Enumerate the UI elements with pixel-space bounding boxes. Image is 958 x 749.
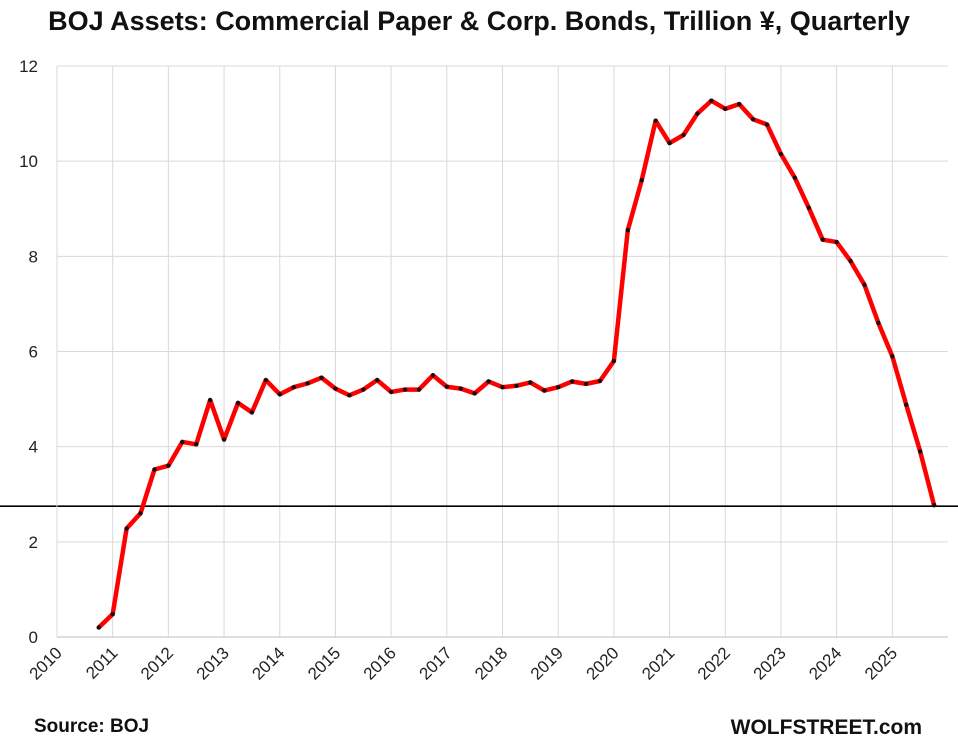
x-tick-label-2024: 2024 <box>805 643 845 683</box>
data-point-0-30 <box>514 383 519 388</box>
data-point-0-35 <box>583 381 589 387</box>
data-point-0-57 <box>890 354 895 359</box>
y-tick-label-2: 2 <box>29 533 38 552</box>
x-tick-label-2025: 2025 <box>861 643 901 683</box>
x-tick-label-2014: 2014 <box>248 643 288 683</box>
x-tick-label-2010: 2010 <box>26 643 66 683</box>
data-point-0-18 <box>347 393 352 398</box>
data-point-0-11 <box>249 410 255 415</box>
data-point-0-1 <box>110 611 115 617</box>
data-point-0-40 <box>653 118 658 123</box>
data-point-0-24 <box>430 373 436 378</box>
y-tick-label-0: 0 <box>29 628 38 647</box>
data-point-0-45 <box>723 106 728 112</box>
chart-title: BOJ Assets: Commercial Paper & Corp. Bon… <box>48 6 910 36</box>
data-point-0-51 <box>806 205 811 210</box>
y-tick-label-12: 12 <box>19 57 38 76</box>
data-point-0-46 <box>736 101 742 107</box>
data-point-0-12 <box>263 377 269 383</box>
data-point-0-58 <box>904 402 909 407</box>
data-point-0-10 <box>235 400 241 406</box>
x-tick-label-2021: 2021 <box>638 643 678 683</box>
data-point-0-8 <box>207 397 213 403</box>
data-point-0-34 <box>569 379 575 384</box>
data-point-0-14 <box>291 384 296 390</box>
data-point-0-32 <box>542 388 547 393</box>
data-point-0-26 <box>458 386 463 391</box>
data-point-0-29 <box>500 384 505 390</box>
data-point-0-54 <box>848 258 853 264</box>
data-point-0-6 <box>180 439 185 445</box>
data-point-0-50 <box>792 175 798 181</box>
data-point-0-59 <box>917 449 923 454</box>
data-point-0-7 <box>194 442 199 447</box>
data-point-0-23 <box>416 387 422 392</box>
data-point-0-16 <box>319 375 324 380</box>
data-point-0-43 <box>695 111 700 116</box>
data-point-0-17 <box>333 386 338 391</box>
x-tick-label-2016: 2016 <box>360 643 400 683</box>
axes <box>56 66 948 638</box>
data-point-0-31 <box>528 380 533 385</box>
data-point-0-15 <box>305 381 310 386</box>
data-point-0-56 <box>876 320 881 326</box>
watermark: WOLFSTREET.com <box>730 716 922 739</box>
data-point-0-55 <box>862 282 867 288</box>
x-tick-label-2015: 2015 <box>304 643 344 683</box>
data-point-0-48 <box>764 122 770 127</box>
y-tick-label-4: 4 <box>29 438 38 457</box>
x-axis-tick-labels: 2010 2011 2012 2013 2014 2015 2016 2017 2018 2019… <box>26 643 901 683</box>
x-tick-label-2013: 2013 <box>193 643 233 683</box>
data-point-0-41 <box>667 140 672 146</box>
source-label: Source: BOJ <box>34 716 150 737</box>
data-point-0-39 <box>639 178 644 183</box>
data-point-0-52 <box>820 237 825 242</box>
data-point-0-27 <box>472 391 477 396</box>
y-tick-label-6: 6 <box>29 343 38 362</box>
data-point-0-60 <box>931 502 937 508</box>
data-point-0-9 <box>221 437 227 442</box>
data-point-0-4 <box>152 467 157 472</box>
data-point-0-5 <box>166 463 171 468</box>
data-point-0-49 <box>778 151 784 157</box>
y-tick-label-10: 10 <box>19 152 38 171</box>
x-tick-label-2020: 2020 <box>583 643 623 683</box>
data-point-0-21 <box>388 389 394 395</box>
data-point-0-3 <box>138 511 143 516</box>
x-tick-label-2012: 2012 <box>137 643 177 683</box>
x-tick-label-2023: 2023 <box>750 643 790 683</box>
data-point-0-2 <box>124 526 129 531</box>
x-tick-label-2017: 2017 <box>415 643 455 683</box>
data-point-0-33 <box>555 384 561 390</box>
data-point-0-44 <box>709 98 714 103</box>
data-point-0-53 <box>834 239 839 245</box>
data-point-markers <box>96 98 937 630</box>
data-point-0-0 <box>96 625 101 630</box>
y-tick-label-8: 8 <box>29 247 38 266</box>
data-point-0-42 <box>681 132 686 138</box>
data-point-0-38 <box>625 227 630 233</box>
data-point-0-19 <box>361 387 366 392</box>
x-tick-label-2019: 2019 <box>527 643 567 683</box>
data-point-0-20 <box>375 377 380 383</box>
data-point-0-47 <box>750 117 756 122</box>
data-point-0-13 <box>277 392 282 397</box>
gridlines <box>57 65 948 637</box>
x-tick-label-2022: 2022 <box>694 643 734 683</box>
data-point-0-25 <box>444 384 450 389</box>
y-axis-tick-labels: 0 2 4 6 8 10 12 <box>19 57 38 647</box>
data-point-0-37 <box>611 358 617 364</box>
data-point-0-36 <box>597 378 603 384</box>
data-point-0-28 <box>486 379 491 384</box>
data-point-0-22 <box>402 387 408 392</box>
x-tick-label-2011: 2011 <box>82 643 121 682</box>
x-tick-label-2018: 2018 <box>471 643 511 683</box>
